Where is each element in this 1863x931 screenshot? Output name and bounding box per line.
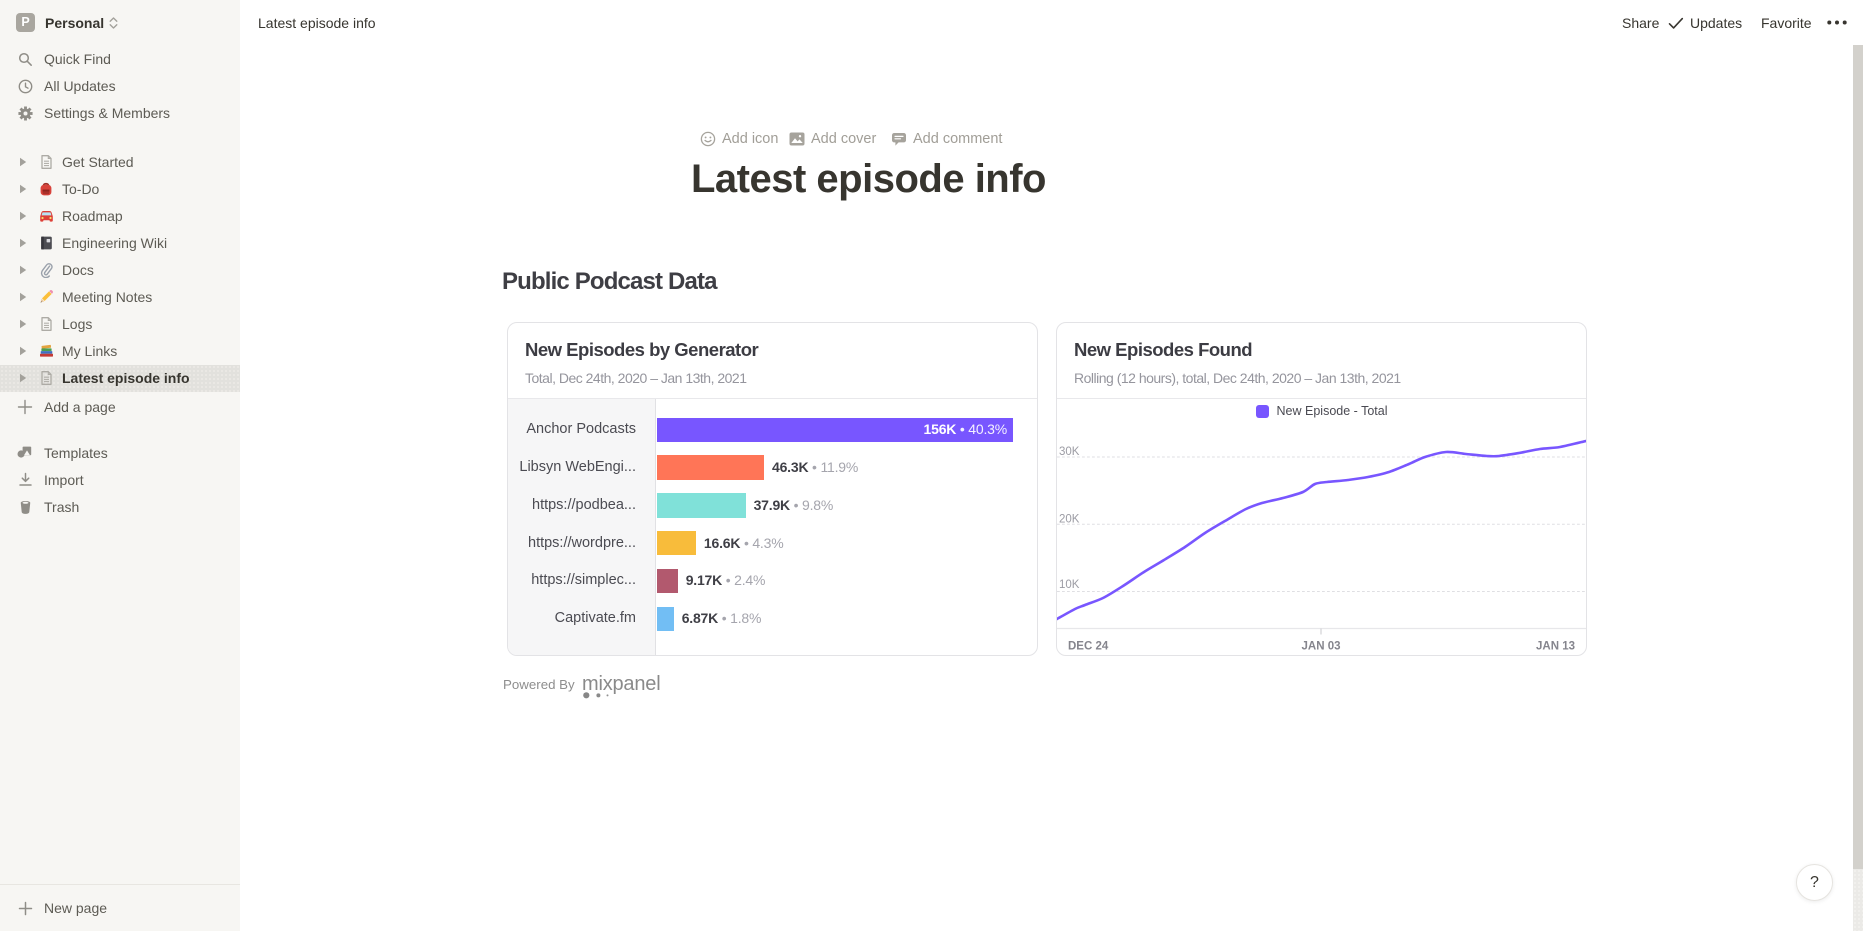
svg-text:DEC 24: DEC 24 — [1068, 641, 1109, 653]
svg-text:mixpanel: mixpanel — [582, 673, 660, 695]
svg-text:JAN 13: JAN 13 — [1536, 641, 1575, 653]
svg-text:JAN 03: JAN 03 — [1302, 641, 1341, 653]
svg-text:10K: 10K — [1059, 579, 1080, 591]
svg-text:30K: 30K — [1059, 446, 1080, 458]
svg-text:20K: 20K — [1059, 514, 1080, 526]
